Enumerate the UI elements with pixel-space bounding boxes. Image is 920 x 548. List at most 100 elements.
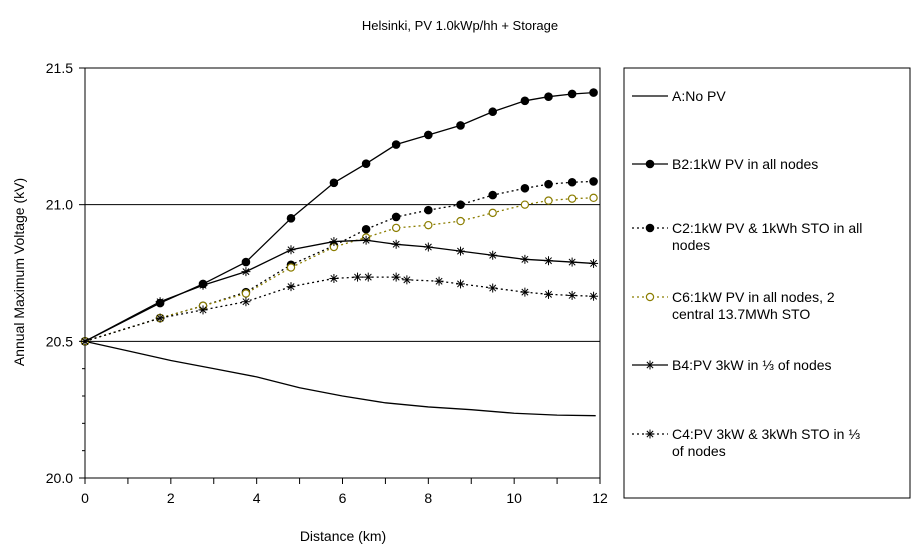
series-line	[84, 276, 594, 342]
legend-label-line: C4:PV 3kW & 3kWh STO in ⅓	[672, 426, 860, 442]
marker-stroke	[403, 276, 411, 284]
axis-ticks	[79, 67, 601, 484]
series-b2	[80, 88, 598, 346]
data-point-marker	[391, 140, 401, 149]
marker-stroke	[156, 314, 164, 322]
y-tick-label: 21.5	[46, 60, 73, 76]
data-point-marker	[520, 183, 530, 193]
data-point-marker	[329, 273, 339, 283]
data-point-marker	[645, 223, 655, 233]
data-point-marker	[567, 89, 577, 99]
marker-stroke	[364, 273, 372, 281]
marker-stroke	[242, 298, 250, 306]
data-point-marker	[456, 246, 466, 256]
legend-label-line: nodes	[672, 237, 710, 253]
data-point-marker	[567, 194, 577, 203]
data-point-marker	[241, 257, 251, 267]
data-point-marker	[456, 121, 465, 130]
data-point-marker	[488, 208, 497, 218]
legend-item: C2:1kW PV & 1kWh STO in all nodes	[632, 220, 862, 253]
data-point-marker	[488, 283, 498, 293]
marker-stroke	[568, 291, 576, 299]
data-point-marker	[589, 177, 598, 186]
data-point-marker	[434, 276, 444, 286]
data-point-marker	[645, 429, 655, 439]
x-tick-label: 12	[592, 490, 608, 506]
data-point-marker	[353, 272, 363, 282]
marker-stroke	[568, 258, 576, 266]
data-point-marker	[329, 237, 339, 247]
x-tick-label: 8	[424, 490, 432, 506]
marker-stroke	[354, 273, 362, 281]
marker-stroke	[330, 238, 338, 246]
marker-stroke	[81, 337, 89, 345]
data-point-marker	[198, 305, 208, 315]
data-point-marker	[567, 290, 577, 300]
series-c4	[80, 272, 599, 346]
gridlines	[85, 204, 600, 342]
series-a	[84, 340, 596, 417]
marker-stroke	[392, 240, 400, 248]
legend-label: B2:1kW PV in all nodes	[672, 156, 818, 172]
x-tick-label: 6	[339, 490, 347, 506]
data-point-marker	[488, 250, 498, 260]
data-point-marker	[544, 289, 553, 299]
data-point-marker	[361, 159, 371, 168]
data-point-marker	[391, 223, 401, 233]
marker-stroke	[287, 246, 295, 254]
data-point-marker	[589, 291, 599, 301]
data-point-marker	[402, 275, 412, 285]
data-point-marker	[155, 313, 165, 323]
legend-item: C6:1kW PV in all nodes, 2 central 13.7MWh…	[632, 289, 835, 322]
x-tick-label: 0	[81, 490, 89, 506]
data-point-marker	[645, 159, 655, 169]
x-tick-label: 10	[506, 490, 522, 506]
marker-stroke	[362, 236, 370, 244]
data-point-marker	[80, 336, 90, 346]
marker-stroke	[242, 268, 250, 276]
data-point-marker	[241, 267, 251, 277]
legend-label-line: of nodes	[672, 443, 726, 459]
legend-label-line: central 13.7MWh STO	[672, 306, 810, 322]
legend-item: C4:PV 3kW & 3kWh STO in ⅓ of nodes	[632, 426, 860, 459]
legend-label-line: C2:1kW PV & 1kWh STO in all	[672, 220, 862, 236]
data-point-marker	[589, 88, 598, 97]
plot-area	[84, 67, 601, 479]
marker-stroke	[199, 281, 207, 289]
data-point-marker	[488, 107, 498, 117]
data-point-marker	[645, 292, 655, 302]
data-point-marker	[589, 193, 598, 203]
data-point-marker	[241, 297, 251, 307]
legend-label-line: A:No PV	[672, 88, 726, 104]
data-point-marker	[567, 257, 577, 267]
data-point-marker	[456, 200, 465, 209]
marker-stroke	[330, 274, 338, 282]
legend-label: A:No PV	[672, 88, 726, 104]
marker-stroke	[521, 288, 529, 296]
data-point-marker	[589, 258, 599, 268]
legend-label: C2:1kW PV & 1kWh STO in all nodes	[672, 220, 862, 253]
data-point-marker	[424, 220, 433, 230]
legend-label-line: B4:PV 3kW in ⅓ of nodes	[672, 357, 832, 373]
data-point-marker	[424, 205, 433, 215]
tick-labels: 20.0 20.5 21.0 21.5 0 2 4 6 8 10 12	[46, 60, 608, 506]
series-c6	[80, 193, 598, 346]
marker-stroke	[521, 255, 529, 263]
data-point-marker	[544, 256, 553, 266]
marker-stroke	[435, 277, 443, 285]
marker-stroke	[457, 280, 465, 288]
data-point-marker	[363, 272, 373, 282]
data-point-marker	[456, 216, 465, 226]
data-point-marker	[520, 287, 530, 297]
y-tick-label: 20.0	[46, 470, 73, 486]
marker-stroke	[156, 298, 164, 306]
marker-stroke	[590, 259, 598, 267]
legend-label: C4:PV 3kW & 3kWh STO in ⅓ of nodes	[672, 426, 860, 459]
series-b4	[80, 235, 599, 346]
data-point-marker	[520, 254, 530, 264]
data-point-marker	[544, 92, 553, 101]
data-point-marker	[286, 214, 296, 223]
data-point-marker	[391, 212, 401, 222]
legend-label: B4:PV 3kW in ⅓ of nodes	[672, 357, 832, 373]
data-point-marker	[520, 200, 530, 209]
